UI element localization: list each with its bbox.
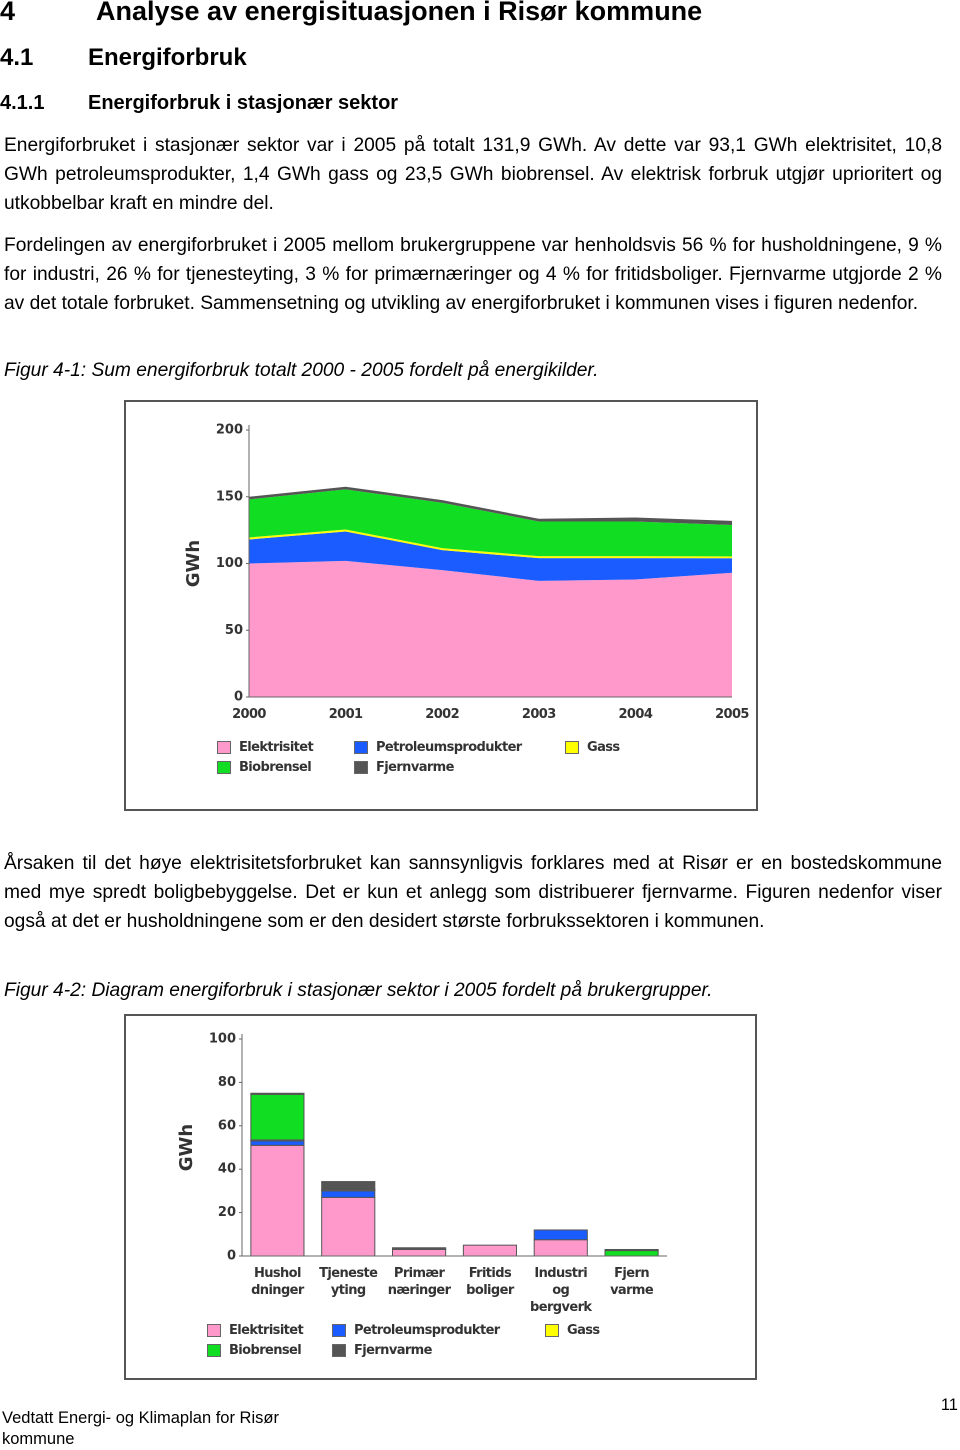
page-number: 11 [940, 1396, 958, 1414]
x-tick-label: 2004 [618, 707, 653, 722]
legend-swatch [565, 741, 579, 754]
footer-text: Vedtatt Energi- og Klimaplan for Risør k… [2, 1409, 279, 1448]
section-heading: 4.1 Energiforbruk [0, 44, 247, 72]
bar [604, 1250, 659, 1257]
bar [604, 1248, 659, 1252]
area [249, 529, 732, 559]
y-tick-label: 150 [216, 489, 243, 504]
legend-item: Petroleumsprodukter [332, 1323, 545, 1338]
figure-caption: Figur 4-1: Sum energiforbruk totalt 2000… [4, 360, 599, 381]
bar [321, 1196, 376, 1257]
subsection-heading: 4.1.1 Energiforbruk i stasjonær sektor [0, 92, 398, 115]
x-tick-label: 2003 [521, 707, 556, 722]
legend-item: Elektrisitet [217, 740, 354, 755]
legend-swatch [354, 761, 368, 774]
x-tick-label: Industri og bergverk [530, 1266, 592, 1315]
legend-swatch [207, 1324, 221, 1337]
legend-label: Petroleumsprodukter [376, 740, 522, 755]
legend-swatch [332, 1324, 346, 1337]
legend-swatch [217, 761, 231, 774]
bar [392, 1248, 447, 1257]
y-tick-label: 80 [218, 1075, 236, 1090]
legend-label: Biobrensel [229, 1343, 302, 1358]
legend-label: Fjernvarme [376, 760, 454, 775]
y-tick-label: 20 [218, 1205, 236, 1220]
bar [250, 1093, 305, 1141]
chart: GWh 0 20 40 60 80 100 [176, 1032, 667, 1264]
legend-item: Gass [545, 1323, 600, 1338]
legend-item: Fjernvarme [354, 760, 565, 775]
legend-label: Elektrisitet [239, 740, 314, 755]
y-tick-label: 50 [225, 623, 243, 638]
legend-swatch [545, 1324, 559, 1337]
legend-swatch [207, 1344, 221, 1357]
legend-item: Biobrensel [217, 760, 354, 775]
y-axis-label: GWh [176, 1124, 197, 1171]
section-number: 4.1 [0, 44, 34, 71]
bar [462, 1244, 517, 1257]
bar [250, 1144, 305, 1257]
legend-swatch [354, 741, 368, 754]
legend-swatch [332, 1344, 346, 1357]
y-tick-label: 100 [216, 556, 243, 571]
y-tick-label: 60 [218, 1118, 236, 1133]
y-tick-label: 40 [218, 1162, 236, 1177]
area [249, 489, 732, 557]
x-tick-label: Fritids boliger [466, 1266, 514, 1298]
y-tick-label: 0 [234, 690, 243, 705]
heading-number: 4 [0, 0, 16, 26]
y-tick-label: 100 [209, 1032, 236, 1047]
y-tick-label: 0 [227, 1249, 236, 1264]
x-tick-label: Primær næringer [387, 1266, 451, 1298]
x-tick-label: Hushol dninger [251, 1266, 304, 1298]
legend-item: Gass [565, 740, 620, 755]
legend-label: Elektrisitet [229, 1323, 304, 1338]
legend-item: Biobrensel [207, 1343, 332, 1358]
bar [321, 1190, 376, 1198]
chart-figure: GWh 0 20 40 60 80 100 Hushol dninger Tjeneste yt… [124, 1014, 757, 1380]
x-tick-label: Tjeneste yting [319, 1266, 378, 1298]
chart: GWh 0 50 100 150 200 [183, 423, 732, 705]
section-title: Energiforbruk [88, 44, 247, 71]
legend-swatch [217, 741, 231, 754]
legend-label: Biobrensel [239, 760, 312, 775]
bar [250, 1140, 305, 1146]
x-tick-label: 2005 [715, 707, 749, 722]
area [249, 531, 732, 581]
bar [533, 1229, 588, 1241]
heading-title: Analyse av energisituasjonen i Risør kom… [96, 0, 703, 26]
paragraph: Energiforbruket i stasjonær sektor var i… [4, 135, 942, 214]
legend-label: Gass [567, 1323, 600, 1338]
legend: Elektrisitet Petroleumsprodukter Gass Biobr… [207, 1323, 600, 1358]
bar [392, 1247, 447, 1250]
bar [321, 1181, 376, 1190]
subsection-number: 4.1.1 [0, 92, 45, 114]
bar [533, 1239, 588, 1257]
paragraph: Årsaken til det høye elektrisitetsforbru… [4, 853, 942, 932]
legend-label: Fjernvarme [354, 1343, 432, 1358]
chart-figure: GWh 0 50 100 150 200 2000 2001 2002 2003 2004 2005 E… [124, 400, 758, 811]
y-tick-label: 200 [216, 423, 243, 438]
figure-caption: Figur 4-2: Diagram energiforbruk i stasj… [4, 980, 713, 1001]
y-axis-label: GWh [183, 540, 204, 587]
x-tick-label: 2000 [232, 707, 266, 722]
legend-item: Fjernvarme [332, 1343, 545, 1358]
bar [250, 1092, 305, 1095]
heading: 4 Analyse av energisituasjonen i Risør ko… [0, 0, 702, 27]
x-tick-label: Fjern varme [610, 1266, 654, 1298]
legend-item: Petroleumsprodukter [354, 740, 565, 755]
legend-label: Petroleumsprodukter [354, 1323, 500, 1338]
legend-label: Gass [587, 740, 620, 755]
subsection-title: Energiforbruk i stasjonær sektor [88, 92, 399, 114]
legend: Elektrisitet Petroleumsprodukter Gass Biobr… [217, 740, 620, 775]
area [249, 560, 732, 697]
x-tick-label: 2001 [328, 707, 363, 722]
paragraph: Fordelingen av energiforbruket i 2005 me… [4, 235, 942, 314]
area [249, 486, 732, 526]
legend-item: Elektrisitet [207, 1323, 332, 1338]
x-tick-label: 2002 [425, 707, 460, 722]
